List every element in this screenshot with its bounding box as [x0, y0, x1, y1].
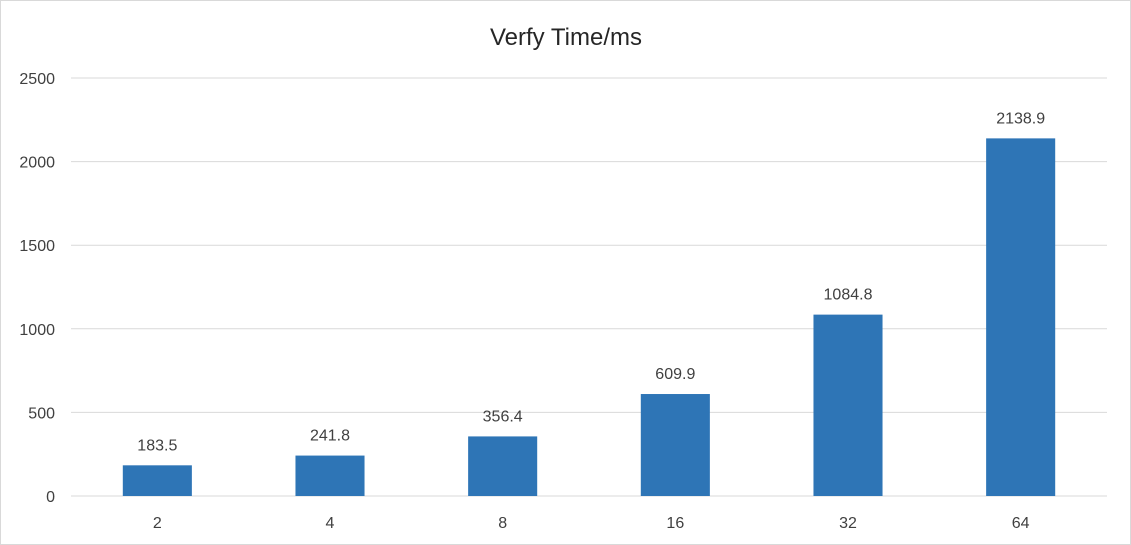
- bar: [813, 314, 883, 496]
- data-label: 1084.8: [824, 287, 873, 304]
- data-label: 356.4: [483, 408, 523, 425]
- bar: [295, 455, 365, 496]
- y-axis-tick-labels: 0 500 1000 1500 2000 2500: [19, 71, 55, 506]
- data-label: 183.5: [137, 437, 177, 454]
- bar: [640, 394, 710, 496]
- bars: [122, 138, 1056, 496]
- x-tick-label: 64: [1012, 515, 1030, 532]
- data-label: 241.8: [310, 428, 350, 445]
- gridlines: [71, 77, 1107, 497]
- y-tick-label: 2500: [19, 71, 55, 88]
- data-labels: 183.5 241.8 356.4 609.9 1084.8 2138.9: [137, 110, 1045, 454]
- data-label: 609.9: [655, 366, 695, 383]
- data-label: 2138.9: [996, 110, 1045, 127]
- x-tick-label: 8: [498, 515, 507, 532]
- y-tick-label: 1500: [19, 238, 55, 255]
- x-tick-label: 4: [326, 515, 335, 532]
- x-tick-label: 32: [839, 515, 857, 532]
- y-tick-label: 2000: [19, 155, 55, 172]
- chart-title: Verfy Time/ms: [490, 24, 642, 51]
- x-axis-tick-labels: 2 4 8 16 32 64: [153, 515, 1030, 532]
- y-tick-label: 1000: [19, 322, 55, 339]
- x-tick-label: 2: [153, 515, 162, 532]
- bar: [986, 138, 1056, 496]
- x-tick-label: 16: [666, 515, 684, 532]
- y-tick-label: 500: [28, 405, 55, 422]
- y-tick-label: 0: [46, 489, 55, 506]
- bar: [468, 436, 538, 496]
- bar: [122, 465, 192, 496]
